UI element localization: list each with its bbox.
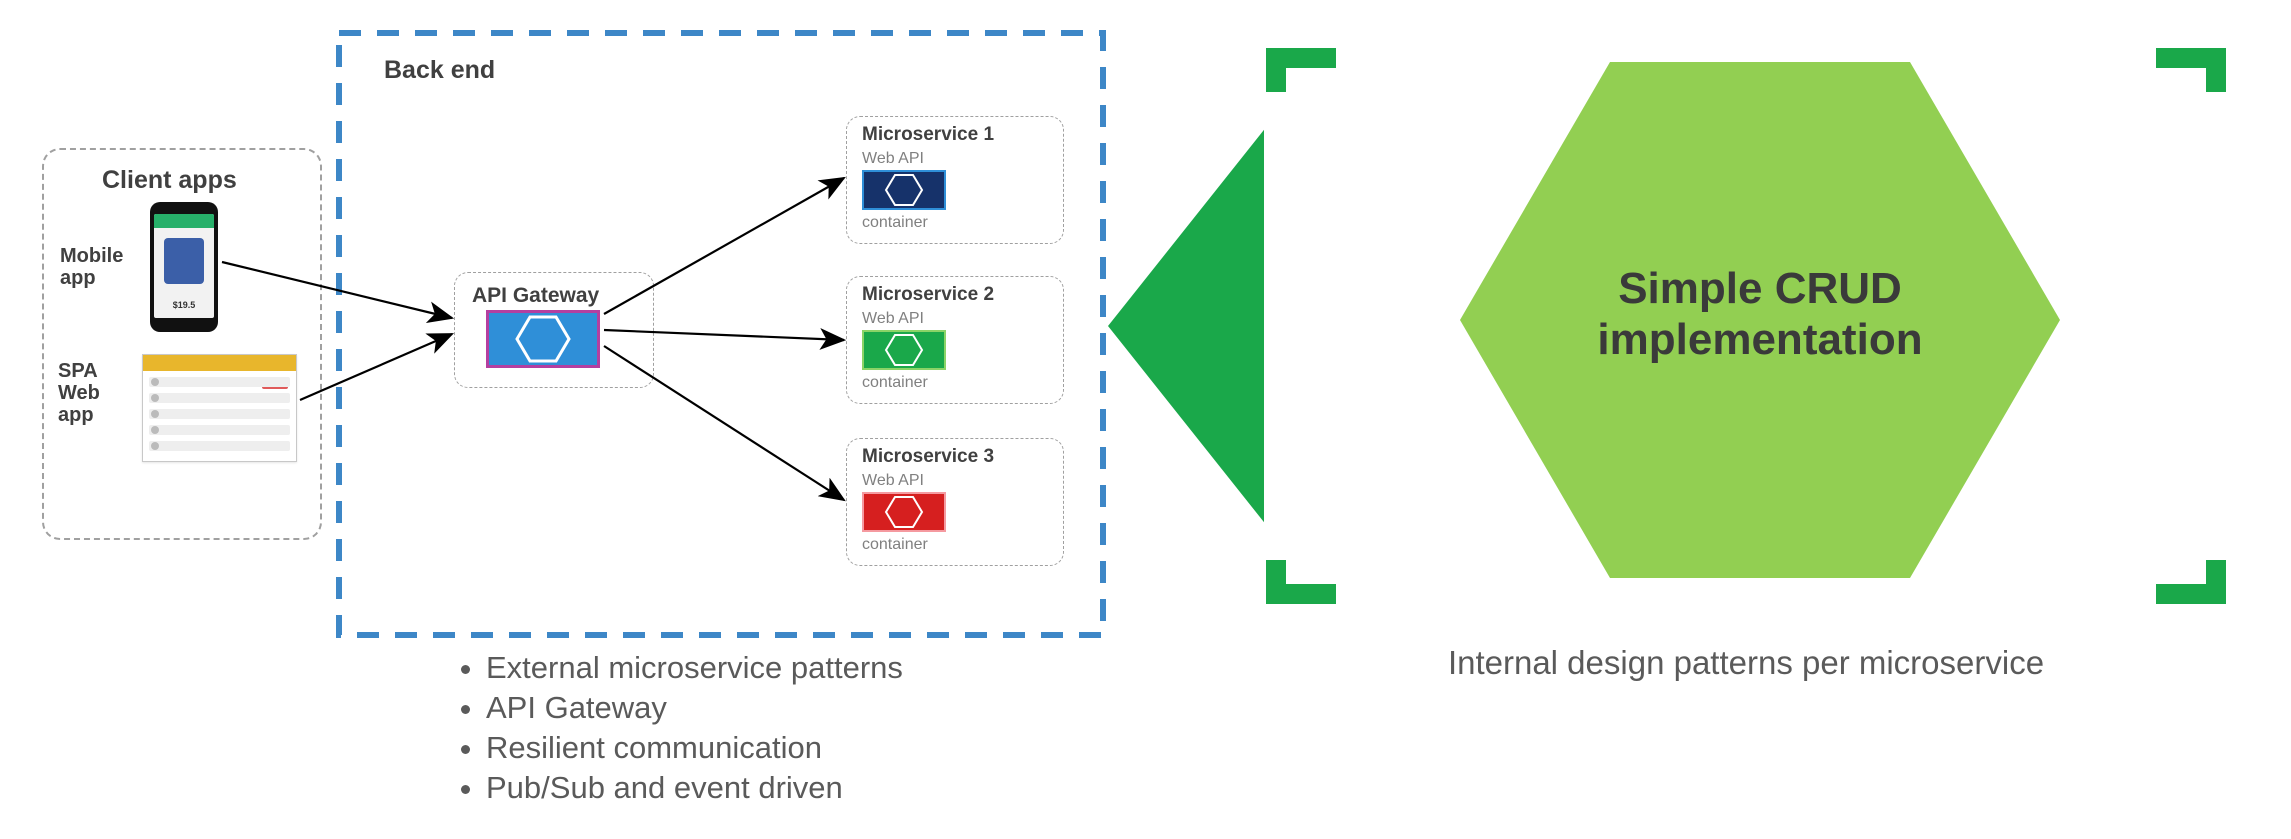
bullet-item-1: API Gateway (486, 690, 903, 726)
bullet-item-2: Resilient communication (486, 730, 903, 766)
external-patterns-bullets: External microservice patterns API Gatewa… (450, 650, 903, 810)
internal-design-caption: Internal design patterns per microservic… (1296, 644, 2196, 682)
simple-crud-label: Simple CRUDimplementation (1560, 264, 1960, 365)
bullet-item-0: External microservice patterns (486, 650, 903, 686)
zoom-panel (0, 0, 2291, 839)
bullet-item-3: Pub/Sub and event driven (486, 770, 903, 806)
diagram-canvas: Client apps Mobileapp $19.5 SPAWebapp Ba… (0, 0, 2291, 839)
